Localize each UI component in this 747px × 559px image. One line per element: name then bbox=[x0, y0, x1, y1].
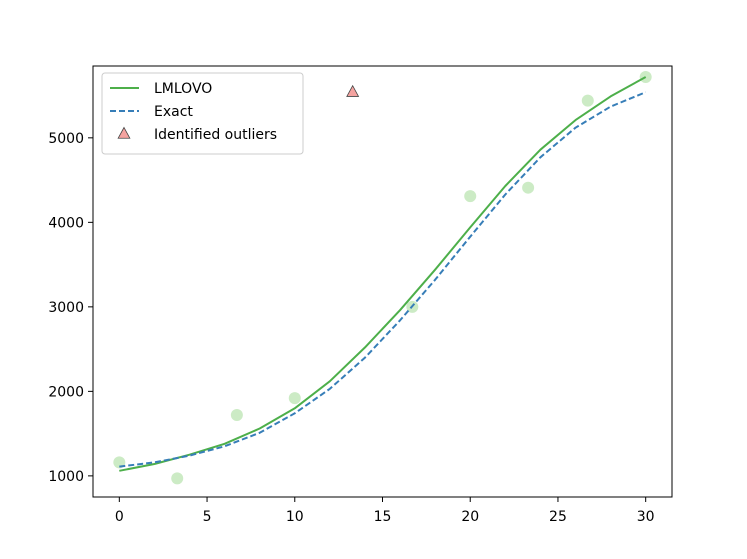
data-point bbox=[522, 181, 535, 194]
data-point bbox=[464, 190, 477, 203]
legend-label-exact: Exact bbox=[154, 104, 193, 120]
data-point bbox=[288, 392, 301, 405]
y-tick-label: 2000 bbox=[48, 384, 84, 400]
x-tick-label: 0 bbox=[115, 509, 124, 525]
plot-area bbox=[113, 70, 652, 485]
legend: LMLOVO Exact Identified outliers bbox=[101, 72, 304, 155]
x-tick-label: 30 bbox=[637, 509, 655, 525]
y-tick-label: 1000 bbox=[48, 469, 84, 485]
outlier-marker bbox=[346, 84, 360, 97]
legend-label-identified-outliers: Identified outliers bbox=[154, 127, 277, 143]
axes: 0 5 10 15 20 25 30 1000 2000 3000 4000 5000 bbox=[48, 65, 673, 525]
y-tick-label: 3000 bbox=[48, 300, 84, 316]
series-line-exact bbox=[119, 91, 647, 468]
legend-box bbox=[101, 72, 304, 155]
legend-swatch-identified-outliers bbox=[117, 126, 131, 139]
data-point bbox=[171, 472, 184, 485]
data-point bbox=[230, 409, 243, 422]
series-line-lmlovo bbox=[119, 76, 647, 472]
x-tick-label: 20 bbox=[461, 509, 479, 525]
x-tick-label: 25 bbox=[549, 509, 567, 525]
y-tick-label: 4000 bbox=[48, 215, 84, 231]
x-tick-label: 15 bbox=[374, 509, 392, 525]
x-tick-label: 10 bbox=[286, 509, 304, 525]
data-point bbox=[581, 94, 594, 107]
legend-label-lmlovo: LMLOVO bbox=[154, 81, 212, 97]
x-tick-label: 5 bbox=[203, 509, 212, 525]
y-tick-label: 5000 bbox=[48, 131, 84, 147]
